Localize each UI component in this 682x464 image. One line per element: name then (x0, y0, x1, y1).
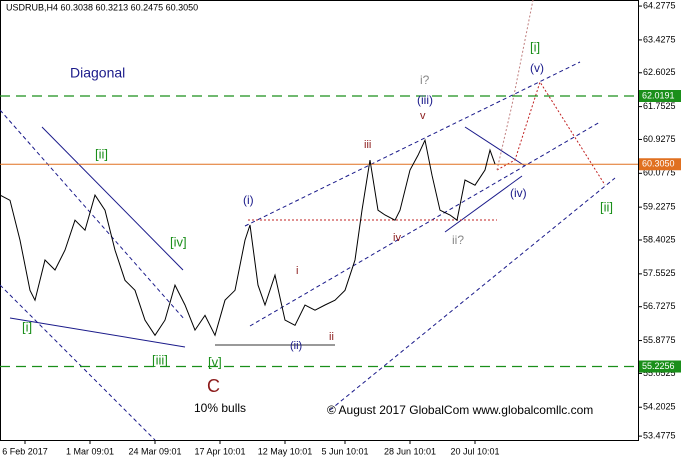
y-tick-label: 60.0775 (643, 168, 676, 178)
y-tick-label: 62.6025 (643, 67, 676, 77)
y-tick-label: 56.7275 (643, 301, 676, 311)
x-tick-label: 1 Mar 09:01 (66, 446, 114, 456)
annotation: i? (420, 73, 430, 87)
y-tick-label: 55.0525 (643, 368, 676, 378)
annotation: i (296, 265, 298, 277)
annotation: (i) (243, 193, 254, 207)
annotation: Diagonal (70, 65, 125, 81)
chart-title: USDRUB,H4 60.3038 60.3213 60.2475 60.305… (6, 2, 198, 12)
level-tag (639, 158, 681, 171)
y-tick-label: 61.7525 (643, 101, 676, 111)
level-label: 55.2256 (642, 361, 675, 371)
price-line (0, 138, 496, 337)
annotation: [iii] (152, 352, 168, 367)
annotation: [i] (530, 39, 540, 54)
y-tick-label: 59.2275 (643, 202, 676, 212)
annotation: [i] (22, 319, 32, 334)
plot-frame (0, 0, 639, 441)
x-tick-label: 24 Mar 09:01 (128, 446, 181, 456)
y-tick-label: 53.4775 (643, 430, 676, 440)
level-label: 62.0191 (642, 90, 675, 100)
annotation: (iii) (417, 93, 433, 107)
x-tick-label: 28 Jun 10:01 (384, 446, 436, 456)
level-label: 60.3050 (642, 159, 675, 169)
annotation: (iv) (510, 186, 527, 200)
level-tag (639, 360, 681, 373)
annotation: 10% bulls (194, 401, 246, 415)
annotation: iii (364, 139, 371, 151)
annotation: [ii] (600, 199, 613, 214)
x-tick-label: 6 Feb 2017 (2, 446, 48, 456)
annotation: [ii] (95, 146, 108, 161)
x-tick-label: 17 Apr 10:01 (194, 446, 245, 456)
y-tick-label: 58.4025 (643, 234, 676, 244)
annotation: (ii) (290, 340, 302, 352)
level-tag (639, 89, 681, 102)
annotation: (v) (530, 61, 544, 75)
projections (248, 0, 606, 221)
y-tick-label: 60.9275 (643, 134, 676, 144)
annotation: © August 2017 GlobalCom www.globalcomllc… (327, 403, 593, 417)
annotation: v (420, 110, 426, 122)
annotation: [v] (208, 354, 222, 369)
x-tick-label: 20 Jul 10:01 (450, 446, 499, 456)
annotation: [iv] (170, 234, 187, 249)
annotation: iv (393, 232, 401, 244)
y-tick-label: 57.5525 (643, 268, 676, 278)
annotation: ii (329, 331, 334, 343)
y-tick-label: 55.8775 (643, 335, 676, 345)
trendlines (9, 126, 526, 348)
channels (0, 61, 616, 441)
x-tick-label: 12 May 10:01 (258, 446, 313, 456)
y-tick-label: 63.4275 (643, 34, 676, 44)
y-tick-label: 54.2025 (643, 402, 676, 412)
y-tick-label: 64.2775 (643, 0, 676, 10)
annotation: C (207, 376, 220, 396)
annotation: ii? (452, 233, 464, 247)
x-tick-label: 5 Jun 10:01 (321, 446, 368, 456)
